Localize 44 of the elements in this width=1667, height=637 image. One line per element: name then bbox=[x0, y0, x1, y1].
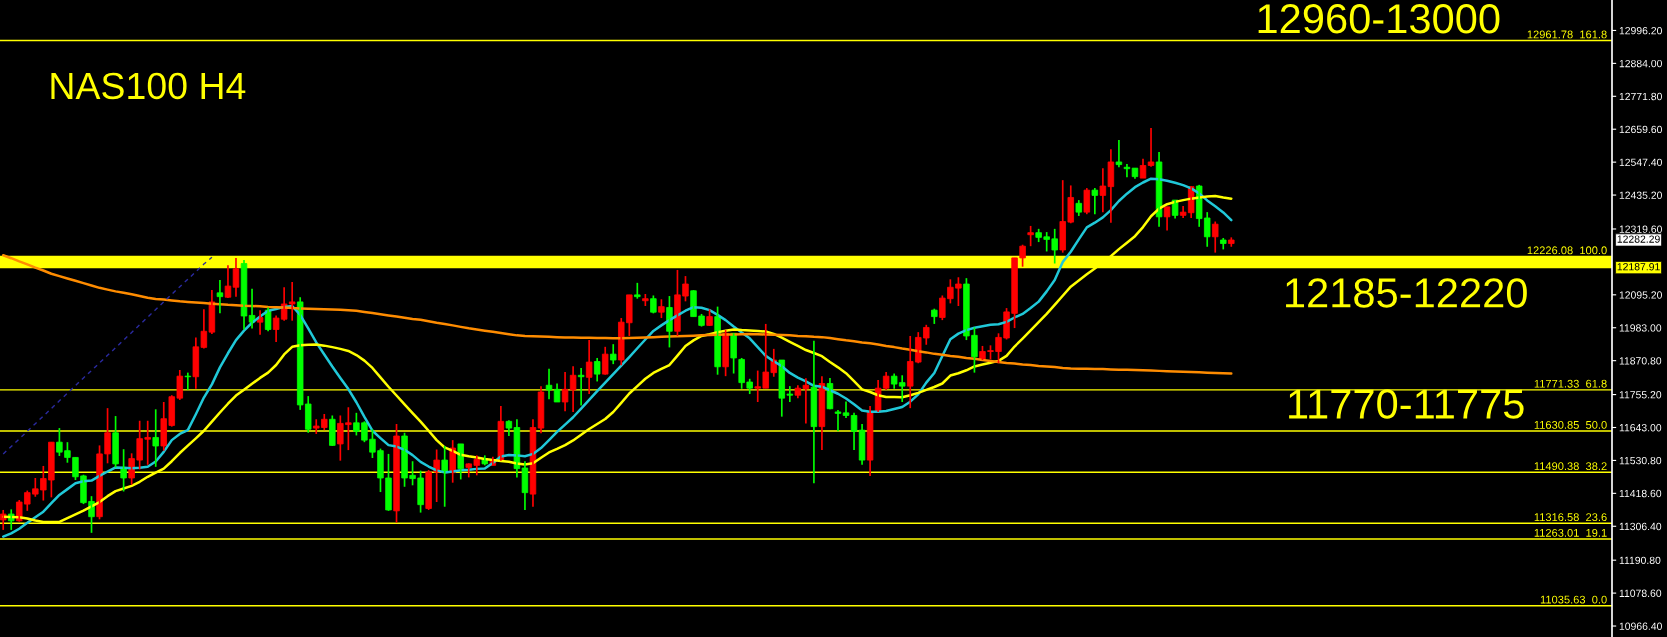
ref-line-label: 12961.78 161.8 bbox=[1527, 30, 1607, 39]
ref-line-label: 11263.01 19.1 bbox=[1534, 528, 1607, 537]
ref-line-label: 12226.08 100.0 bbox=[1527, 246, 1607, 255]
text: NAS100 H4 bbox=[51, 72, 246, 100]
y-tick-label: 12771.80 bbox=[1619, 92, 1662, 101]
candlestick bbox=[1027, 225, 1034, 248]
ref-line-label: 11035.63 0.0 bbox=[1540, 595, 1607, 604]
y-tick-label: 11643.00 bbox=[1619, 424, 1662, 432]
y-tick-label: 11870.80 bbox=[1619, 357, 1662, 365]
candlestick bbox=[1115, 139, 1123, 169]
y-tick-label: 12547.40 bbox=[1619, 158, 1662, 167]
candlestick bbox=[393, 423, 400, 524]
y-tick-label: 12319.60 bbox=[1619, 225, 1662, 233]
y-tick-label: 11306.40 bbox=[1619, 522, 1662, 531]
y-tick-label: 10966.40 bbox=[1619, 622, 1662, 630]
y-tick-label: 12996.20 bbox=[1619, 26, 1662, 35]
y-tick-label: 11418.60 bbox=[1619, 489, 1662, 498]
text: 11770-11775 bbox=[1289, 389, 1524, 419]
y-tick-label: 12659.60 bbox=[1619, 125, 1662, 134]
y-tick-label: 12884.00 bbox=[1619, 59, 1662, 68]
candlestick bbox=[634, 282, 641, 300]
y-tick-label: 11190.80 bbox=[1619, 556, 1661, 565]
line-series bbox=[1, 254, 1233, 375]
y-tick-label: 11755.20 bbox=[1619, 391, 1662, 399]
text: 12187.91 bbox=[1617, 263, 1660, 271]
y-tick-label: 12095.20 bbox=[1619, 291, 1662, 299]
text: 12960-13000 bbox=[1258, 3, 1500, 34]
ref-line-label: 11316.58 23.6 bbox=[1534, 513, 1607, 522]
candlestick bbox=[1091, 187, 1099, 216]
band-label: 12185-12220 bbox=[1286, 278, 1527, 308]
y-tick-label: 12435.20 bbox=[1619, 191, 1662, 199]
line-series bbox=[2, 256, 213, 455]
candlestick bbox=[610, 343, 617, 365]
candlestick bbox=[1220, 237, 1227, 251]
ref-line-label: 11630.85 50.0 bbox=[1534, 421, 1607, 429]
text: 12282.29 bbox=[1617, 235, 1660, 243]
ref-line-label: 11771.33 61.8 bbox=[1534, 379, 1607, 388]
candlestick bbox=[658, 298, 665, 319]
y-tick-label: 11530.80 bbox=[1619, 456, 1662, 465]
ref-line-label: 11490.38 38.2 bbox=[1534, 462, 1607, 471]
y-tick-label: 11078.60 bbox=[1619, 589, 1662, 597]
candlestick bbox=[112, 415, 119, 469]
candlestick bbox=[1228, 236, 1235, 248]
y-tick-label: 11983.00 bbox=[1619, 324, 1662, 332]
